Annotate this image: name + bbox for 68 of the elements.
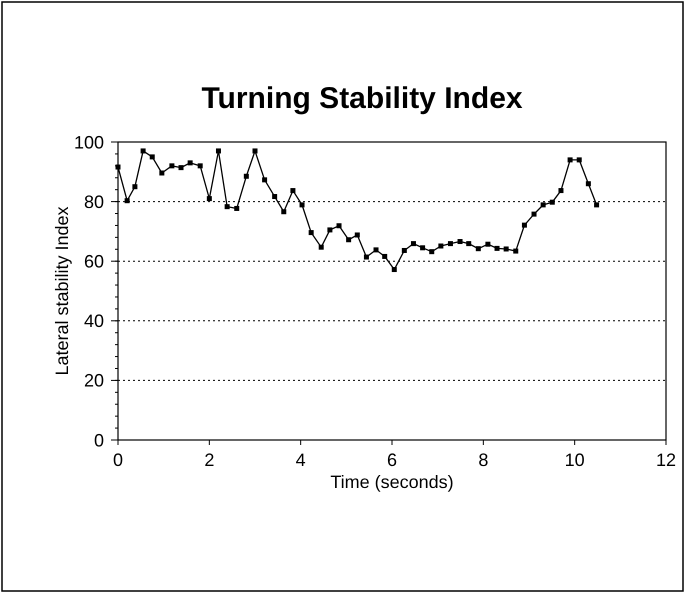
point: [532, 212, 537, 217]
point: [224, 204, 230, 210]
point: [438, 244, 444, 248]
point: [132, 184, 138, 190]
point: [540, 202, 546, 208]
point: [374, 247, 379, 252]
point: [290, 188, 296, 194]
point: [308, 230, 314, 236]
x-tick-label: 6: [386, 450, 398, 470]
x-tick-label: 4: [296, 450, 306, 470]
x-tick-label: 2: [204, 450, 214, 470]
point: [522, 222, 527, 228]
point: [178, 165, 184, 170]
point: [568, 157, 573, 162]
point: [382, 254, 388, 259]
point: [513, 248, 518, 254]
point: [392, 267, 397, 272]
point: [159, 170, 164, 176]
point: [410, 241, 416, 246]
point: [244, 174, 249, 179]
point: [586, 181, 591, 186]
x-tick-label: 0: [112, 450, 124, 470]
point: [354, 232, 360, 238]
point: [576, 157, 582, 162]
point: [140, 148, 146, 154]
point: [466, 241, 472, 246]
point: [216, 148, 221, 154]
point: [234, 206, 240, 211]
point: [458, 239, 463, 244]
point: [198, 163, 203, 168]
x-tick-label: 12: [656, 450, 676, 470]
point: [550, 200, 555, 205]
point: [346, 237, 352, 242]
point: [252, 148, 258, 154]
point: [336, 223, 342, 228]
point: [327, 227, 332, 232]
y-tick-label: 60: [84, 252, 104, 272]
point: [494, 246, 500, 251]
point: [262, 177, 268, 182]
point: [402, 248, 407, 253]
point: [169, 163, 174, 168]
y-tick-label: 0: [94, 430, 104, 450]
y-tick-label: 80: [84, 192, 104, 212]
point: [188, 160, 193, 166]
point: [558, 188, 564, 194]
point: [504, 246, 509, 252]
point: [485, 242, 490, 247]
point: [150, 154, 155, 160]
point: [476, 246, 481, 252]
point: [594, 202, 600, 208]
y-tick-label: 20: [84, 370, 104, 391]
point: [300, 202, 305, 208]
y-axis-title: Lateral stability Index: [52, 206, 72, 376]
chart-title: Turning Stability Index: [201, 82, 523, 115]
point: [272, 194, 278, 200]
point: [281, 209, 286, 214]
x-axis-title: Time (seconds): [330, 472, 454, 492]
point: [364, 254, 369, 260]
point: [420, 245, 426, 250]
point: [448, 241, 453, 246]
x-tick-label: 10: [564, 450, 585, 470]
x-tick-label: 8: [478, 450, 488, 470]
y-tick-label: 40: [84, 311, 104, 332]
y-tick-label: 100: [74, 132, 104, 152]
point: [124, 198, 130, 204]
point: [206, 196, 212, 202]
point: [429, 249, 434, 254]
point: [318, 244, 324, 250]
